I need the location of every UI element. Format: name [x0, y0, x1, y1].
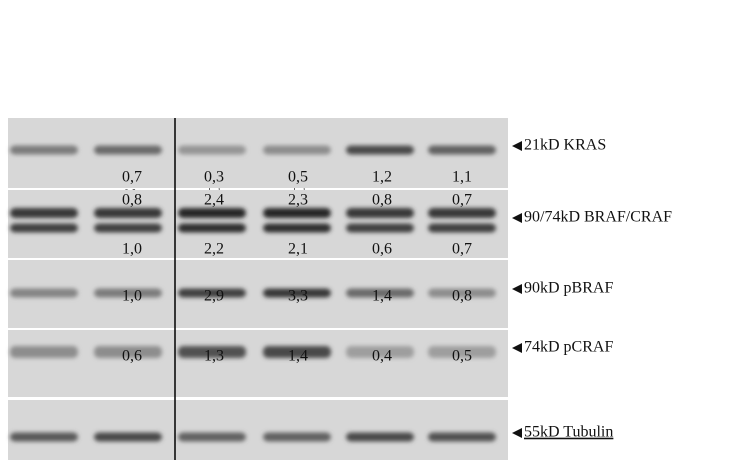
label-arrow [512, 213, 522, 223]
band [428, 224, 496, 233]
label-arrow [512, 284, 522, 294]
quantification-value: 2,2 [204, 241, 224, 258]
quantification-value: 0,8 [372, 192, 392, 209]
quantification-value: 3,3 [288, 288, 308, 305]
quantification-value: 2,4 [204, 192, 224, 209]
quantification-value: 0,7 [122, 169, 142, 186]
label-arrow [512, 428, 522, 438]
band [263, 224, 331, 233]
quantification-value: 0,8 [122, 192, 142, 209]
band [94, 146, 162, 155]
band [263, 146, 331, 155]
blot-figure: Caco-2Caco-NEO9Caco-BR13Caco-BR23Caco-K6… [0, 0, 740, 460]
band [10, 433, 78, 442]
band [178, 433, 246, 442]
quantification-value: 0,5 [452, 348, 472, 365]
label-arrow [512, 141, 522, 151]
quantification-value: 1,0 [122, 241, 142, 258]
quantification-value: 0,8 [452, 288, 472, 305]
band [10, 224, 78, 233]
band-label: 21kD KRAS [524, 137, 606, 154]
band [94, 224, 162, 233]
blot-panel [8, 330, 508, 397]
quantification-value: 0,7 [452, 241, 472, 258]
blot-panel [8, 400, 508, 460]
quantification-value: 0,7 [452, 192, 472, 209]
quantification-value: 2,1 [288, 241, 308, 258]
band-label: 55kD Tubulin [524, 424, 613, 441]
band [94, 433, 162, 442]
quantification-value: 0,3 [204, 169, 224, 186]
band [10, 289, 78, 298]
band [10, 346, 78, 358]
band [10, 146, 78, 155]
quantification-value: 2,3 [288, 192, 308, 209]
band [263, 208, 331, 218]
label-arrow [512, 343, 522, 353]
band [263, 433, 331, 442]
band [428, 433, 496, 442]
quantification-value: 1,0 [122, 288, 142, 305]
quantification-value: 1,4 [288, 348, 308, 365]
band [346, 224, 414, 233]
band [346, 208, 414, 218]
band [428, 146, 496, 155]
quantification-value: 0,5 [288, 169, 308, 186]
quantification-value: 0,4 [372, 348, 392, 365]
band [10, 208, 78, 218]
band-label: 90kD pBRAF [524, 280, 613, 297]
quantification-value: 1,2 [372, 169, 392, 186]
quantification-value: 1,1 [452, 169, 472, 186]
band [428, 208, 496, 218]
band [346, 433, 414, 442]
band-label: 90/74kD BRAF/CRAF [524, 209, 672, 226]
quantification-value: 2,9 [204, 288, 224, 305]
band [94, 208, 162, 218]
band-label: 74kD pCRAF [524, 339, 613, 356]
quantification-value: 1,3 [204, 348, 224, 365]
band [178, 146, 246, 155]
quantification-value: 0,6 [372, 241, 392, 258]
quantification-value: 1,4 [372, 288, 392, 305]
quantification-value: 0,6 [122, 348, 142, 365]
band [178, 208, 246, 218]
band [346, 146, 414, 155]
band [178, 224, 246, 233]
